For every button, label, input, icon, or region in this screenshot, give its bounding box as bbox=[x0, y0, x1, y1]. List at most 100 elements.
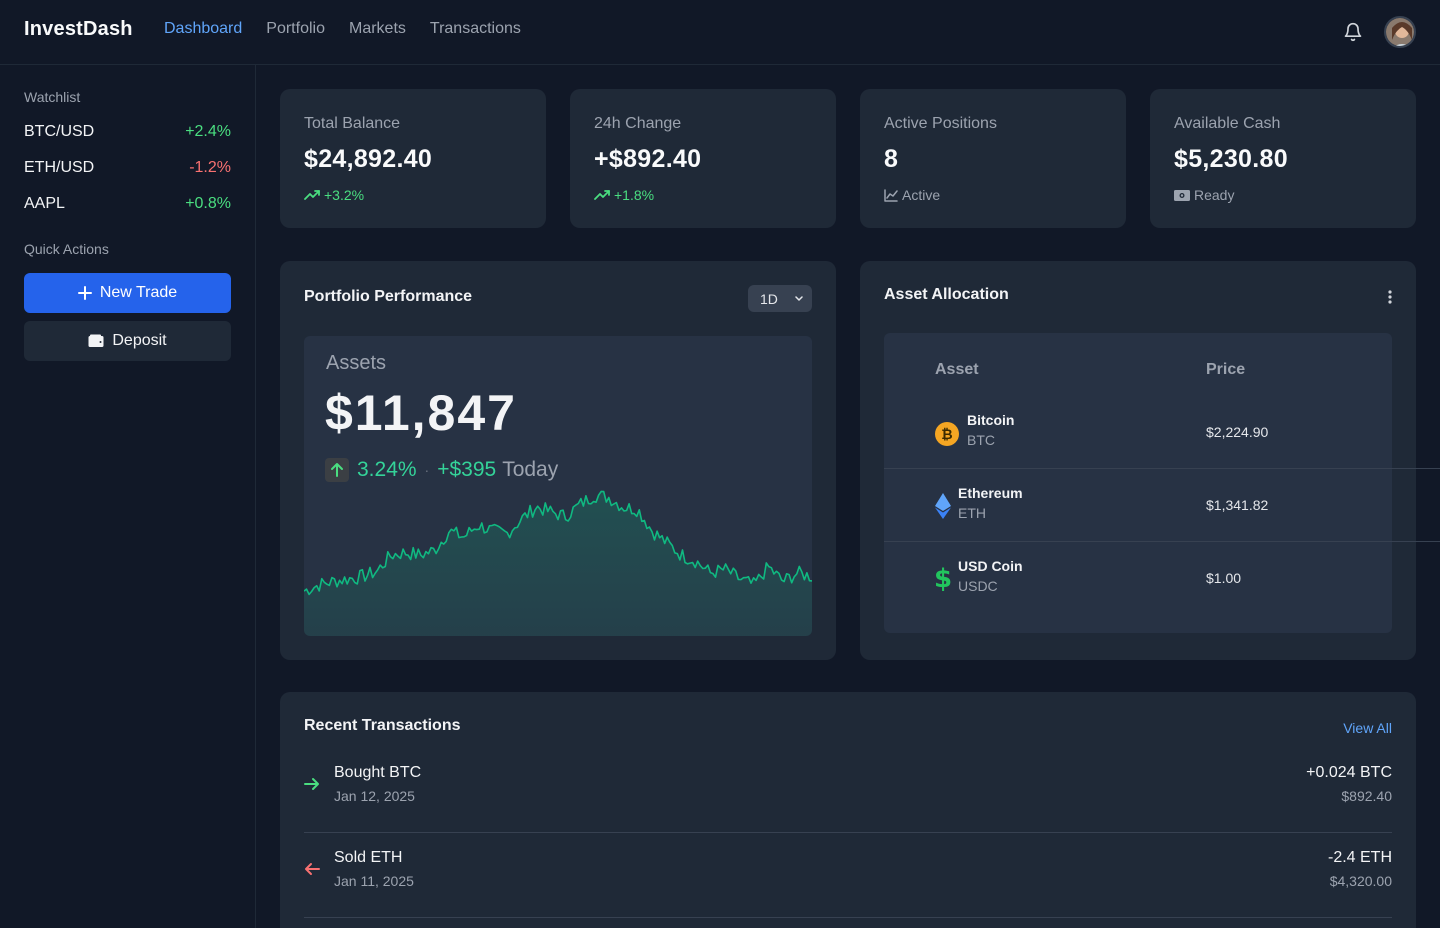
stat-label: Active Positions bbox=[884, 115, 997, 132]
watchlist-symbol: AAPL bbox=[24, 195, 65, 212]
transaction-row[interactable]: Bought BTC Jan 12, 2025 +0.024 BTC $892.… bbox=[304, 748, 1392, 833]
assets-value: $11,847 bbox=[325, 385, 517, 441]
asset-table: Asset Price ₿ Bitcoin BTC $2,224.90 Ethe… bbox=[884, 333, 1440, 633]
range-value: 1D bbox=[760, 290, 778, 307]
brand-logo[interactable]: InvestDash bbox=[24, 18, 133, 40]
cash-icon bbox=[1174, 189, 1190, 201]
stat-card-24h-change: 24h Change +$892.40 +1.8% bbox=[570, 89, 836, 228]
view-all-link[interactable]: View All bbox=[1343, 720, 1392, 736]
new-trade-label: New Trade bbox=[99, 284, 178, 301]
stat-value: 8 bbox=[884, 145, 899, 173]
asset-symbol: ETH bbox=[958, 505, 986, 521]
line-chart-icon bbox=[884, 188, 898, 202]
change-amount: +$395 bbox=[437, 458, 497, 481]
deposit-label: Deposit bbox=[112, 332, 167, 349]
transaction-row[interactable]: Sold ETH Jan 11, 2025 -2.4 ETH $4,320.00 bbox=[304, 833, 1392, 918]
transaction-date: Jan 11, 2025 bbox=[334, 873, 414, 889]
wallet-icon bbox=[88, 334, 104, 347]
svg-text:$: $ bbox=[935, 564, 951, 592]
arrow-left-icon bbox=[305, 863, 320, 875]
asset-name: USD Coin bbox=[958, 558, 1023, 574]
performance-sparkline bbox=[304, 490, 812, 636]
asset-symbol: BTC bbox=[967, 432, 995, 448]
watchlist-change: +2.4% bbox=[185, 123, 231, 140]
portfolio-performance-card: Portfolio Performance 1D Assets $11,847 … bbox=[280, 261, 836, 660]
transaction-value: $892.40 bbox=[1341, 788, 1392, 804]
asset-price: $1.00 bbox=[1206, 570, 1242, 586]
assets-label: Assets bbox=[326, 352, 387, 374]
ethereum-icon bbox=[935, 493, 951, 519]
arrow-up-icon bbox=[325, 458, 349, 482]
column-header-price: Price bbox=[1206, 361, 1246, 378]
card-title: Asset Allocation bbox=[884, 286, 1009, 303]
transaction-name: Sold ETH bbox=[334, 849, 403, 866]
nav-portfolio[interactable]: Portfolio bbox=[266, 20, 325, 37]
stat-sub: +1.8% bbox=[594, 187, 654, 203]
assets-change: 3.24% · +$395 Today bbox=[325, 458, 558, 482]
stat-card-active-positions: Active Positions 8 Active bbox=[860, 89, 1126, 228]
transaction-value: $4,320.00 bbox=[1329, 873, 1392, 889]
top-nav: InvestDash Dashboard Portfolio Markets T… bbox=[0, 0, 1440, 65]
trending-up-icon bbox=[304, 190, 320, 200]
plus-icon bbox=[77, 286, 92, 300]
stat-sub-text: Ready bbox=[1194, 187, 1235, 203]
trending-up-icon bbox=[594, 190, 610, 200]
nav-dashboard[interactable]: Dashboard bbox=[164, 20, 243, 37]
row-divider bbox=[884, 468, 1440, 469]
change-percent: 3.24% bbox=[357, 458, 417, 481]
range-dropdown[interactable]: 1D bbox=[748, 285, 812, 312]
stat-sub: Ready bbox=[1174, 187, 1234, 203]
stat-sub: Active bbox=[884, 187, 940, 203]
stat-value: $24,892.40 bbox=[304, 145, 433, 173]
chevron-down-icon bbox=[795, 295, 803, 301]
asset-price: $1,341.82 bbox=[1206, 497, 1269, 513]
nav-transactions[interactable]: Transactions bbox=[429, 20, 521, 37]
stat-value: $5,230.80 bbox=[1174, 145, 1288, 173]
stat-sub-text: +3.2% bbox=[324, 187, 365, 203]
table-row[interactable]: Ethereum ETH $1,341.82 bbox=[884, 469, 1440, 542]
asset-name: Ethereum bbox=[958, 485, 1023, 501]
quick-actions-heading: Quick Actions bbox=[24, 241, 109, 257]
stat-card-total-balance: Total Balance $24,892.40 +3.2% bbox=[280, 89, 546, 228]
stat-label: Total Balance bbox=[304, 115, 401, 132]
deposit-button[interactable]: Deposit bbox=[24, 321, 231, 361]
stat-sub-text: +1.8% bbox=[614, 187, 655, 203]
card-title: Recent Transactions bbox=[304, 717, 461, 734]
asset-allocation-card: Asset Allocation Asset Price ₿ Bitcoin B… bbox=[860, 261, 1440, 660]
sidebar: Watchlist BTC/USD +2.4% ETH/USD -1.2% AA… bbox=[0, 65, 256, 928]
main-nav: Dashboard Portfolio Markets Transactions bbox=[164, 20, 521, 38]
bell-icon[interactable] bbox=[1343, 22, 1363, 42]
watchlist-item-eth[interactable]: ETH/USD -1.2% bbox=[24, 159, 231, 177]
transaction-amount: -2.4 ETH bbox=[1327, 849, 1392, 866]
asset-name: Bitcoin bbox=[967, 412, 1015, 428]
recent-transactions-card: Recent Transactions View All Bought BTC … bbox=[280, 692, 1416, 928]
transaction-name: Bought BTC bbox=[334, 764, 422, 781]
stat-label: 24h Change bbox=[594, 115, 682, 132]
bitcoin-icon: ₿ bbox=[935, 422, 959, 446]
new-trade-button[interactable]: New Trade bbox=[24, 273, 231, 313]
dollar-icon: $ bbox=[935, 564, 951, 592]
change-separator: · bbox=[424, 462, 430, 478]
arrow-right-icon bbox=[304, 778, 319, 790]
card-title: Portfolio Performance bbox=[304, 288, 473, 305]
stat-sub: +3.2% bbox=[304, 187, 364, 203]
watchlist-symbol: ETH/USD bbox=[24, 159, 95, 176]
watchlist-symbol: BTC/USD bbox=[24, 123, 95, 140]
transaction-date: Jan 12, 2025 bbox=[334, 788, 415, 804]
watchlist-change: +0.8% bbox=[185, 195, 231, 212]
row-divider bbox=[884, 541, 1440, 542]
watchlist-heading: Watchlist bbox=[24, 89, 81, 105]
asset-symbol: USDC bbox=[958, 578, 998, 594]
table-row[interactable]: ₿ Bitcoin BTC $2,224.90 bbox=[884, 396, 1440, 469]
watchlist-item-btc[interactable]: BTC/USD +2.4% bbox=[24, 123, 231, 141]
avatar[interactable] bbox=[1384, 16, 1416, 48]
change-period: Today bbox=[502, 458, 559, 481]
more-options-icon[interactable] bbox=[1388, 290, 1392, 311]
nav-markets[interactable]: Markets bbox=[348, 20, 406, 37]
asset-price: $2,224.90 bbox=[1206, 424, 1269, 440]
stat-value: +$892.40 bbox=[594, 145, 702, 173]
stat-card-available-cash: Available Cash $5,230.80 Ready bbox=[1150, 89, 1416, 228]
table-row[interactable]: $ USD Coin USDC $1.00 bbox=[884, 542, 1440, 615]
watchlist-item-aapl[interactable]: AAPL +0.8% bbox=[24, 195, 231, 213]
performance-chart: Assets $11,847 3.24% · +$395 Today bbox=[304, 336, 812, 636]
